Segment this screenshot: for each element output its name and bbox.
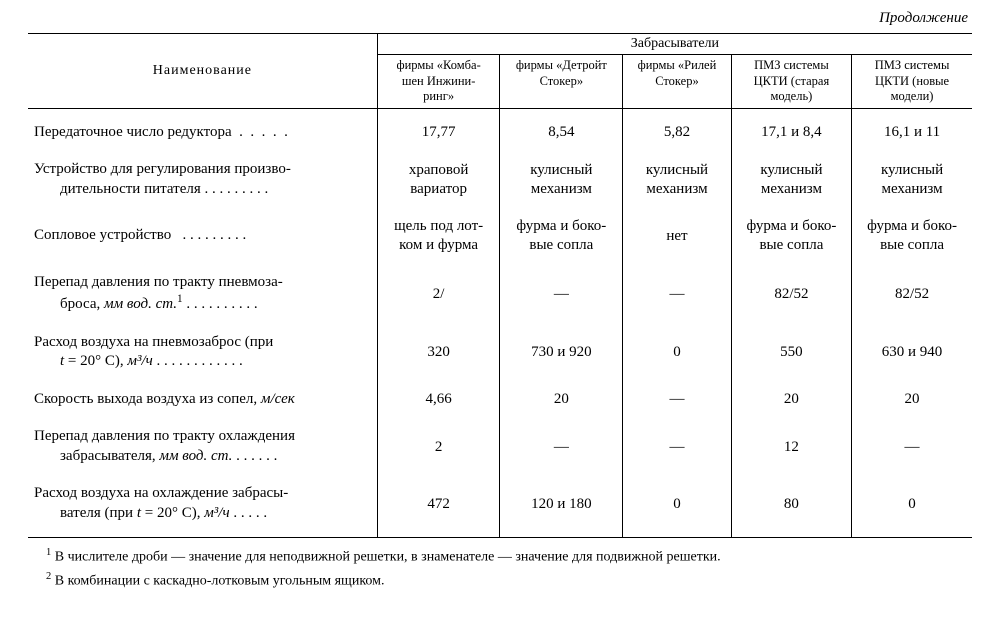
table-row: Сопловое устройство . . . . . . . . .щел… bbox=[28, 208, 972, 264]
cell: 730 и 920 bbox=[500, 324, 623, 381]
cell: 2 bbox=[377, 418, 500, 475]
cell: 8,54 bbox=[500, 108, 623, 151]
table-header: Наименование Забрасыватели фирмы «Комба-… bbox=[28, 34, 972, 109]
row-label: Перепад давления по тракту пневмоза-брос… bbox=[28, 264, 377, 324]
cell: кулисныймеханизм bbox=[852, 151, 972, 208]
table-row: Передаточное число редуктора . . . . .17… bbox=[28, 108, 972, 151]
table-row: Перепад давления по тракту пневмоза-брос… bbox=[28, 264, 972, 324]
cell: 4,66 bbox=[377, 381, 500, 419]
cell: 17,77 bbox=[377, 108, 500, 151]
header-col-3: ПМЗ системыЦКТИ (стараямодель) bbox=[731, 55, 851, 109]
cell: 82/52 bbox=[731, 264, 851, 324]
table-row: Расход воздуха на пневмозаброс (приt = 2… bbox=[28, 324, 972, 381]
cell: 320 bbox=[377, 324, 500, 381]
cell: 5,82 bbox=[623, 108, 732, 151]
cell: 0 bbox=[623, 475, 732, 538]
page: Продолжение Наименование Забрасыватели ф… bbox=[0, 0, 1000, 638]
cell: 12 bbox=[731, 418, 851, 475]
cell: кулисныймеханизм bbox=[623, 151, 732, 208]
cell: — bbox=[500, 418, 623, 475]
cell: 0 bbox=[852, 475, 972, 538]
row-label: Расход воздуха на пневмозаброс (приt = 2… bbox=[28, 324, 377, 381]
cell: нет bbox=[623, 208, 732, 264]
cell: 0 bbox=[623, 324, 732, 381]
row-label: Расход воздуха на охлаждение забрасы-ват… bbox=[28, 475, 377, 538]
cell: 630 и 940 bbox=[852, 324, 972, 381]
cell: 17,1 и 8,4 bbox=[731, 108, 851, 151]
cell: фурма и боко-вые сопла bbox=[500, 208, 623, 264]
header-group-label: Забрасыватели bbox=[377, 34, 972, 55]
table-row: Устройство для регулирования произво-дит… bbox=[28, 151, 972, 208]
footnote: 2 В комбинации с каскадно-лотковым уголь… bbox=[46, 570, 972, 591]
table-row: Скорость выхода воздуха из сопел, м/сек4… bbox=[28, 381, 972, 419]
cell: фурма и боко-вые сопла bbox=[852, 208, 972, 264]
cell: 20 bbox=[500, 381, 623, 419]
row-label: Сопловое устройство . . . . . . . . . bbox=[28, 208, 377, 264]
row-label: Передаточное число редуктора . . . . . bbox=[28, 108, 377, 151]
cell: — bbox=[852, 418, 972, 475]
cell: храповойвариатор bbox=[377, 151, 500, 208]
cell: — bbox=[500, 264, 623, 324]
header-col-4: ПМЗ системыЦКТИ (новыемодели) bbox=[852, 55, 972, 109]
cell: 20 bbox=[731, 381, 851, 419]
header-col-2: фирмы «РилейСтокер» bbox=[623, 55, 732, 109]
footnote: 1 В числителе дроби — значение для непод… bbox=[46, 546, 972, 567]
cell: фурма и боко-вые сопла bbox=[731, 208, 851, 264]
cell: 2/ bbox=[377, 264, 500, 324]
row-label: Перепад давления по тракту охлаждениязаб… bbox=[28, 418, 377, 475]
cell: кулисныймеханизм bbox=[731, 151, 851, 208]
data-table: Наименование Забрасыватели фирмы «Комба-… bbox=[28, 33, 972, 538]
cell: 120 и 180 bbox=[500, 475, 623, 538]
cell: 550 bbox=[731, 324, 851, 381]
table-row: Расход воздуха на охлаждение забрасы-ват… bbox=[28, 475, 972, 538]
header-row-label: Наименование bbox=[28, 34, 377, 109]
row-label: Скорость выхода воздуха из сопел, м/сек bbox=[28, 381, 377, 419]
table-row: Перепад давления по тракту охлаждениязаб… bbox=[28, 418, 972, 475]
cell: 20 bbox=[852, 381, 972, 419]
row-label: Устройство для регулирования произво-дит… bbox=[28, 151, 377, 208]
header-col-1: фирмы «ДетройтСтокер» bbox=[500, 55, 623, 109]
cell: щель под лот-ком и фурма bbox=[377, 208, 500, 264]
cell: 80 bbox=[731, 475, 851, 538]
cell: — bbox=[623, 381, 732, 419]
continuation-label: Продолжение bbox=[28, 10, 972, 27]
cell: — bbox=[623, 264, 732, 324]
cell: 82/52 bbox=[852, 264, 972, 324]
table-body: Передаточное число редуктора . . . . .17… bbox=[28, 108, 972, 538]
footnotes: 1 В числителе дроби — значение для непод… bbox=[28, 546, 972, 591]
cell: — bbox=[623, 418, 732, 475]
cell: кулисныймеханизм bbox=[500, 151, 623, 208]
cell: 16,1 и 11 bbox=[852, 108, 972, 151]
cell: 472 bbox=[377, 475, 500, 538]
header-col-0: фирмы «Комба-шен Инжини-ринг» bbox=[377, 55, 500, 109]
